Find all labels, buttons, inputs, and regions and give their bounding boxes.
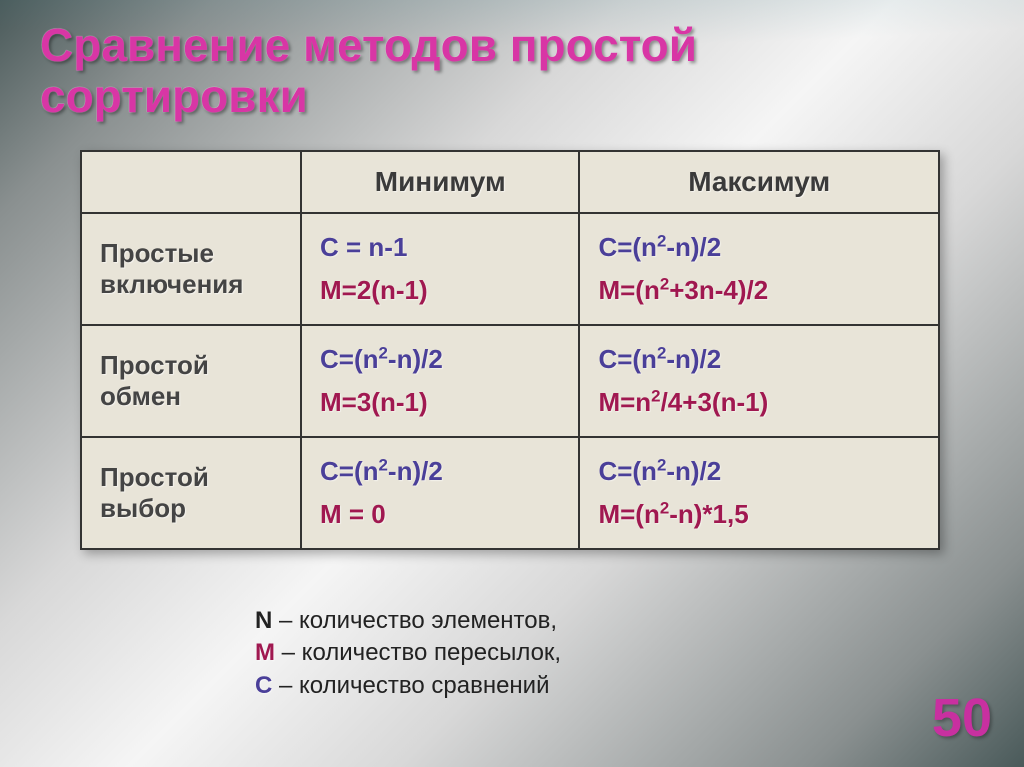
col-min: Минимум: [301, 151, 579, 213]
cell-insertion-max: C=(n2-n)/2 M=(n2+3n-4)/2: [579, 213, 939, 325]
legend-c-text: – количество сравнений: [272, 672, 549, 699]
c-formula: C=(n2-n)/2: [320, 340, 560, 379]
m-formula: M=2(n-1): [320, 271, 560, 310]
legend-line-m: M – количество пересылок,: [255, 637, 561, 669]
legend-line-n: N – количество элементов,: [255, 605, 561, 637]
col-max: Максимум: [579, 151, 939, 213]
m-formula: M=3(n-1): [320, 383, 560, 422]
title-line-1: Сравнение методов простой: [40, 19, 697, 71]
comparison-table: Минимум Максимум Простые включения C = n…: [80, 150, 940, 550]
c-formula: C = n-1: [320, 228, 560, 267]
c-formula: C=(n2-n)/2: [598, 452, 920, 491]
legend-m-symbol: M: [255, 639, 275, 666]
cell-exchange-max: C=(n2-n)/2 M=n2/4+3(n-1): [579, 325, 939, 437]
row-label-exchange: Простой обмен: [81, 325, 301, 437]
m-formula: M = 0: [320, 495, 560, 534]
table-header-row: Минимум Максимум: [81, 151, 939, 213]
comparison-table-wrap: Минимум Максимум Простые включения C = n…: [80, 150, 940, 550]
table-row: Простые включения C = n-1 M=2(n-1) C=(n2…: [81, 213, 939, 325]
legend-m-text: – количество пересылок,: [275, 639, 561, 666]
c-formula: C=(n2-n)/2: [320, 452, 560, 491]
cell-selection-max: C=(n2-n)/2 M=(n2-n)*1,5: [579, 437, 939, 549]
corner-cell: [81, 151, 301, 213]
row-label-insertion: Простые включения: [81, 213, 301, 325]
title-line-2: сортировки: [40, 70, 308, 122]
table-row: Простой обмен C=(n2-n)/2 M=3(n-1) C=(n2-…: [81, 325, 939, 437]
cell-selection-min: C=(n2-n)/2 M = 0: [301, 437, 579, 549]
m-formula: M=(n2-n)*1,5: [598, 495, 920, 534]
c-formula: C=(n2-n)/2: [598, 340, 920, 379]
legend-n-text: – количество элементов,: [272, 607, 557, 634]
page-number: 50: [932, 687, 992, 749]
legend-c-symbol: C: [255, 672, 272, 699]
row-label-selection: Простой выбор: [81, 437, 301, 549]
legend-line-c: C – количество сравнений: [255, 670, 561, 702]
m-formula: M=n2/4+3(n-1): [598, 383, 920, 422]
legend: N – количество элементов, M – количество…: [255, 605, 561, 702]
m-formula: M=(n2+3n-4)/2: [598, 271, 920, 310]
slide-title: Сравнение методов простой сортировки: [40, 20, 697, 121]
table-row: Простой выбор C=(n2-n)/2 M = 0 C=(n2-n)/…: [81, 437, 939, 549]
cell-exchange-min: C=(n2-n)/2 M=3(n-1): [301, 325, 579, 437]
cell-insertion-min: C = n-1 M=2(n-1): [301, 213, 579, 325]
c-formula: C=(n2-n)/2: [598, 228, 920, 267]
legend-n-symbol: N: [255, 607, 272, 634]
